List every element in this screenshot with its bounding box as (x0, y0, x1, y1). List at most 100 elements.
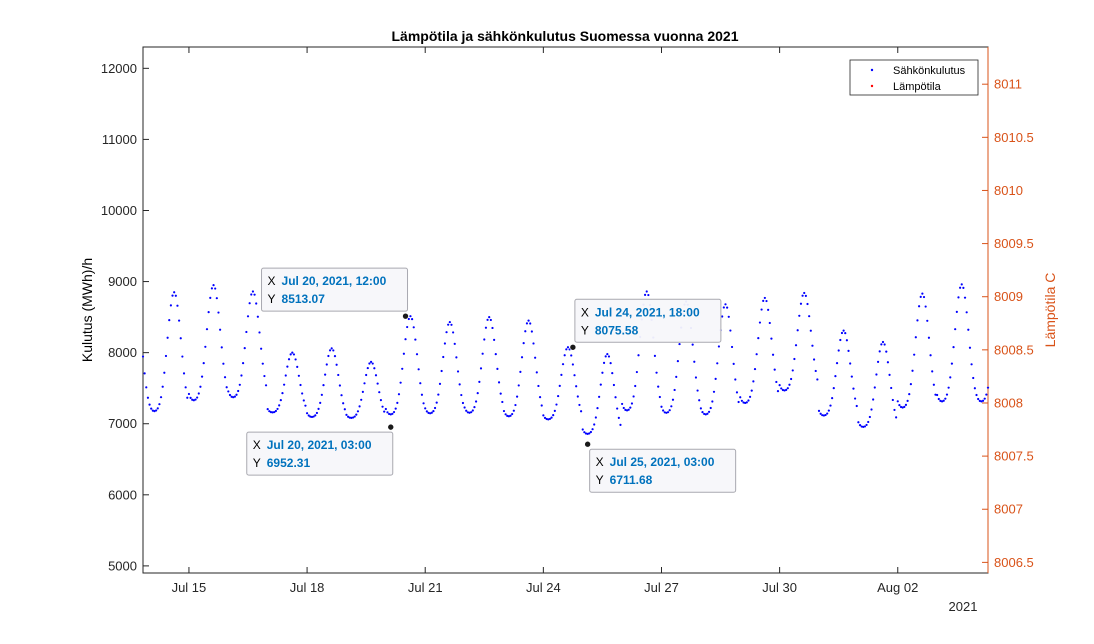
consumption-point (717, 345, 721, 348)
legend[interactable]: Sähkönkulutus Lämpötila (849, 59, 979, 96)
consumption-point (420, 393, 424, 396)
consumption-point (645, 290, 648, 293)
consumption-point (194, 398, 197, 401)
consumption-point (801, 294, 804, 297)
consumption-point (471, 409, 474, 412)
consumption-point (714, 377, 717, 380)
datatip-y-prefix: Y (268, 292, 276, 306)
consumption-point (332, 349, 335, 352)
consumption-point (881, 340, 885, 344)
x-tick-label: Jul 18 (290, 580, 325, 595)
datatip-box (261, 267, 409, 312)
consumption-point (325, 363, 328, 366)
consumption-point (635, 370, 638, 374)
consumption-point (512, 409, 515, 412)
consumption-point (942, 399, 945, 402)
datatips-layer: X Jul 20, 2021, 12:00 Y 8513.07 X Jul 20, 202… (246, 267, 737, 493)
consumption-point (376, 382, 379, 385)
datatip-x-prefix: X (581, 305, 589, 319)
consumption-point (250, 293, 253, 296)
consumption-point (460, 393, 463, 397)
datatip-y-value: 6952.31 (267, 456, 311, 470)
consumption-point (857, 421, 860, 424)
datatip-3[interactable]: X Jul 25, 2021, 03:00 Y 6711.68 (584, 440, 737, 493)
consumption-point (629, 406, 632, 409)
consumption-point (522, 341, 525, 345)
consumption-point (465, 409, 468, 412)
consumption-point (516, 395, 519, 398)
consumption-point (245, 330, 248, 334)
right-y-tick-label: 8008.5 (994, 342, 1034, 357)
consumption-point (768, 321, 771, 325)
right-y-tick-label: 8010.5 (994, 130, 1034, 145)
consumption-point (570, 354, 573, 357)
consumption-point (355, 413, 358, 416)
consumption-point (916, 319, 919, 322)
consumption-point (328, 349, 332, 352)
consumption-point (873, 386, 876, 389)
consumption-point (945, 393, 949, 396)
x-tick-label: Jul 24 (526, 580, 561, 595)
consumption-point (619, 423, 622, 426)
datatip-y-prefix: Y (596, 473, 604, 487)
right-y-tick-label: 8007 (994, 502, 1023, 517)
consumption-point (921, 292, 924, 295)
consumption-point (156, 407, 159, 410)
consumption-point (235, 393, 238, 396)
consumption-point (397, 393, 401, 396)
consumption-point (755, 353, 758, 356)
legend-marker-lampotila (870, 84, 874, 88)
consumption-point (186, 396, 189, 399)
consumption-point (287, 358, 291, 361)
consumption-point (786, 387, 789, 390)
datatip-box (246, 431, 394, 476)
consumption-point (168, 319, 171, 322)
datatip-marker (569, 343, 577, 351)
consumption-point (967, 328, 970, 331)
consumption-point (196, 396, 199, 399)
consumption-point (589, 430, 593, 434)
consumption-point (182, 372, 186, 375)
consumption-point (529, 322, 532, 325)
consumption-point (591, 428, 594, 431)
consumption-point (637, 354, 640, 357)
consumption-point (896, 400, 899, 403)
consumption-point (691, 343, 694, 346)
consumption-point (343, 408, 346, 411)
consumption-point (826, 412, 829, 415)
consumption-point (973, 387, 976, 390)
left-y-axis-label: Kulutus (MWh)/h (79, 258, 95, 362)
consumption-point (606, 352, 609, 356)
consumption-point (200, 375, 204, 378)
consumption-point (811, 344, 814, 347)
consumption-point (927, 336, 931, 339)
consumption-point (693, 360, 696, 363)
consumption-point (468, 411, 471, 414)
consumption-point (752, 380, 755, 383)
consumption-point (985, 393, 988, 396)
consumption-point (338, 384, 341, 387)
consumption-point (926, 319, 929, 322)
consumption-point (284, 374, 287, 377)
left-y-tick-label: 8000 (108, 345, 137, 360)
consumption-point (936, 393, 939, 397)
datatip-1[interactable]: X Jul 20, 2021, 03:00 Y 6952.31 (246, 423, 395, 476)
consumption-point (534, 356, 537, 359)
consumption-point (594, 416, 597, 419)
consumption-point (604, 355, 607, 358)
consumption-point (220, 346, 223, 349)
consumption-point (511, 412, 514, 416)
consumption-point (151, 409, 154, 412)
datatip-0[interactable]: X Jul 20, 2021, 12:00 Y 8513.07 (261, 267, 409, 320)
consumption-point (694, 376, 698, 379)
datatip-2[interactable]: X Jul 24, 2021, 18:00 Y 8075.58 (569, 298, 722, 351)
consumption-point (202, 361, 205, 365)
consumption-point (622, 406, 625, 410)
consumption-point (310, 415, 314, 419)
consumption-point (238, 383, 241, 386)
consumption-point (506, 414, 509, 417)
consumption-point (903, 405, 906, 408)
consumption-point (176, 304, 179, 307)
consumption-point (269, 411, 273, 414)
consumption-point (304, 404, 307, 407)
